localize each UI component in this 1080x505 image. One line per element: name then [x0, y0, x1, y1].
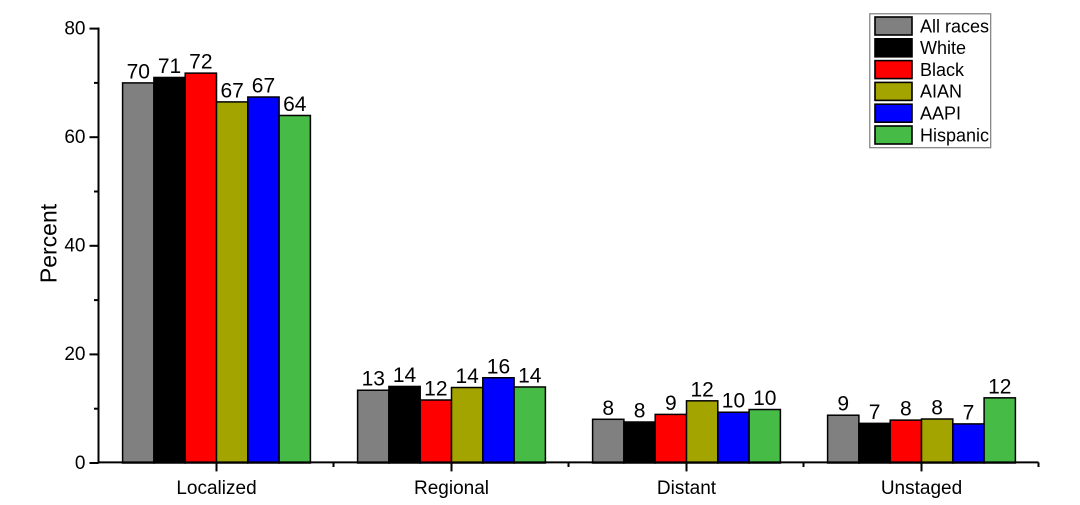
svg-text:7: 7 [963, 401, 975, 424]
svg-text:20: 20 [64, 344, 85, 365]
svg-text:Distant: Distant [657, 478, 717, 499]
svg-text:13: 13 [362, 368, 385, 391]
svg-text:72: 72 [189, 51, 212, 74]
svg-text:Hispanic: Hispanic [920, 125, 989, 145]
svg-text:12: 12 [424, 378, 447, 401]
svg-text:8: 8 [900, 398, 912, 421]
svg-text:60: 60 [64, 127, 85, 148]
svg-text:0: 0 [75, 453, 86, 474]
svg-text:All races: All races [920, 16, 989, 36]
svg-text:7: 7 [869, 401, 881, 424]
svg-text:10: 10 [753, 387, 776, 410]
svg-text:8: 8 [602, 397, 614, 420]
svg-text:14: 14 [455, 365, 479, 388]
svg-text:8: 8 [634, 400, 646, 423]
svg-text:9: 9 [665, 392, 677, 415]
svg-text:10: 10 [722, 390, 745, 413]
svg-text:9: 9 [837, 393, 849, 416]
svg-text:80: 80 [64, 18, 85, 39]
svg-text:67: 67 [252, 75, 275, 98]
svg-text:12: 12 [988, 375, 1011, 398]
svg-text:70: 70 [127, 60, 150, 83]
svg-text:Unstaged: Unstaged [881, 478, 962, 499]
svg-text:AAPI: AAPI [920, 104, 961, 124]
svg-text:Localized: Localized [176, 478, 256, 499]
svg-text:White: White [920, 38, 966, 58]
svg-text:64: 64 [283, 93, 307, 116]
svg-text:71: 71 [158, 55, 181, 78]
svg-text:67: 67 [220, 79, 243, 102]
svg-text:AIAN: AIAN [920, 82, 962, 102]
svg-text:8: 8 [931, 397, 943, 420]
svg-text:Percent: Percent [35, 203, 61, 283]
svg-text:14: 14 [518, 364, 542, 387]
svg-text:Black: Black [920, 60, 965, 80]
svg-text:16: 16 [487, 355, 510, 378]
svg-text:12: 12 [690, 378, 713, 401]
svg-text:Regional: Regional [414, 478, 489, 499]
svg-text:14: 14 [393, 364, 417, 387]
svg-text:40: 40 [64, 236, 85, 257]
